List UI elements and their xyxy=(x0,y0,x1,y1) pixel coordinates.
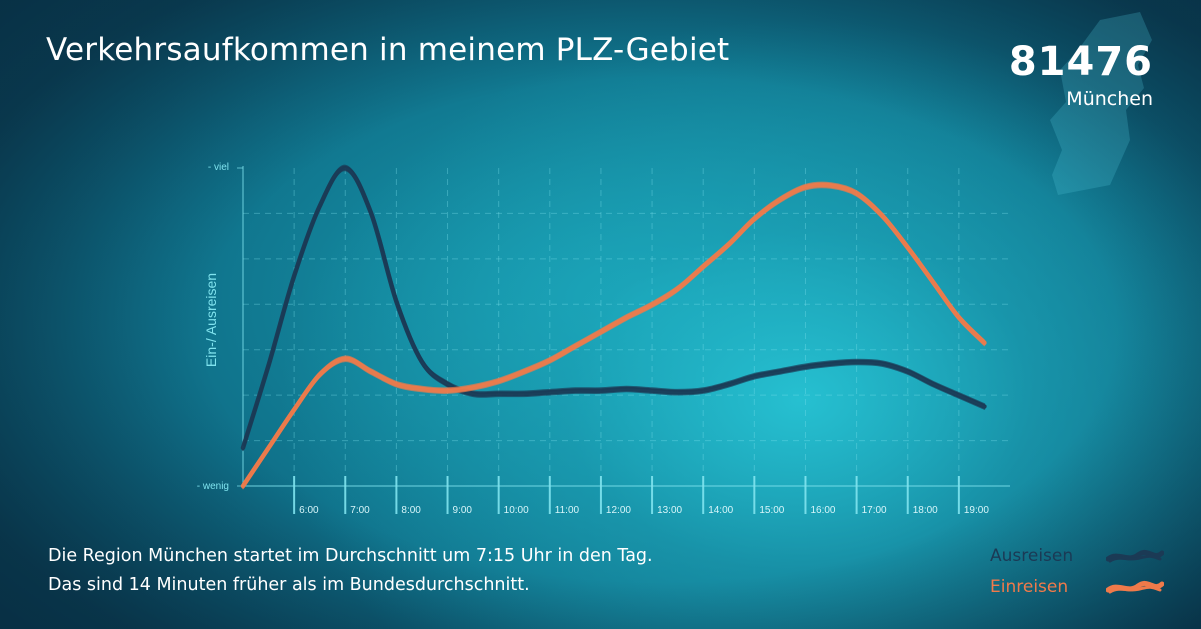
series-line-ausreisen xyxy=(240,165,987,451)
x-tick-label: 16:00 xyxy=(810,505,835,516)
x-tick-label: 8:00 xyxy=(401,505,421,516)
region-map-silhouette xyxy=(1050,12,1152,195)
x-tick-labels: 6:00 7:00 8:00 9:00 10:00 11:00 12:00 13:00 14:0… xyxy=(293,476,989,516)
series-line-ausreisen xyxy=(242,164,986,447)
series-einreisen xyxy=(240,181,987,490)
legend-item-ausreisen: Ausreisen xyxy=(990,545,1164,576)
x-tick-label: 6:00 xyxy=(299,505,319,516)
x-tick-label: 13:00 xyxy=(657,505,682,516)
legend-swatch-einreisen xyxy=(1106,580,1164,594)
series-line-einreisen xyxy=(242,186,986,490)
caption-line-2: Das sind 14 Minuten früher als im Bundes… xyxy=(48,575,530,595)
chart-axes xyxy=(237,166,1010,487)
chart-grid xyxy=(243,168,1010,486)
y-tick-label-high: - viel xyxy=(208,162,229,173)
x-tick-label: 11:00 xyxy=(555,505,580,516)
legend-label-einreisen: Einreisen xyxy=(990,577,1069,597)
series-line-einreisen xyxy=(244,183,987,486)
legend-swatch-ausreisen xyxy=(1106,549,1164,563)
series-line-einreisen xyxy=(242,181,986,485)
series-line-ausreisen xyxy=(242,169,986,452)
x-tick-label: 18:00 xyxy=(913,505,938,516)
x-tick-label: 19:00 xyxy=(964,505,989,516)
series-ausreisen xyxy=(240,164,987,452)
x-tick-label: 15:00 xyxy=(759,505,784,516)
y-axis-label: Ein-/ Ausreisen xyxy=(203,273,219,367)
postal-code-block: 81476 München xyxy=(1009,38,1153,112)
page-title: Verkehrsaufkommen in meinem PLZ-Gebiet xyxy=(46,32,730,68)
city-name: München xyxy=(1066,88,1153,110)
caption: Die Region München startet im Durchschni… xyxy=(48,542,653,600)
legend-label-ausreisen: Ausreisen xyxy=(990,546,1074,566)
legend-item-einreisen: Einreisen xyxy=(990,576,1164,607)
series-line-ausreisen xyxy=(244,166,987,448)
caption-line-1: Die Region München startet im Durchschni… xyxy=(48,546,653,566)
chart-legend: Ausreisen Einreisen xyxy=(990,545,1164,607)
x-tick-label: 9:00 xyxy=(453,505,473,516)
y-tick-label-low: - wenig xyxy=(197,481,229,492)
x-tick-label: 7:00 xyxy=(350,505,370,516)
x-tick-label: 12:00 xyxy=(606,505,631,516)
postal-code: 81476 xyxy=(1008,39,1153,85)
chart-series xyxy=(240,164,987,490)
x-tick-label: 17:00 xyxy=(862,505,887,516)
x-tick-label: 10:00 xyxy=(504,505,529,516)
x-tick-label: 14:00 xyxy=(708,505,733,516)
